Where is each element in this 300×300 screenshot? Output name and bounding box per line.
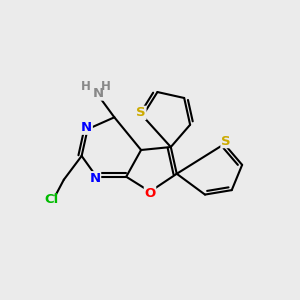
Text: O: O — [144, 187, 156, 200]
Text: Cl: Cl — [45, 193, 59, 206]
Text: N: N — [81, 121, 92, 134]
Text: H: H — [81, 80, 90, 93]
Text: S: S — [136, 106, 146, 119]
Text: S: S — [221, 135, 231, 148]
Text: N: N — [92, 87, 104, 100]
Text: H: H — [100, 80, 110, 93]
Text: N: N — [89, 172, 100, 185]
